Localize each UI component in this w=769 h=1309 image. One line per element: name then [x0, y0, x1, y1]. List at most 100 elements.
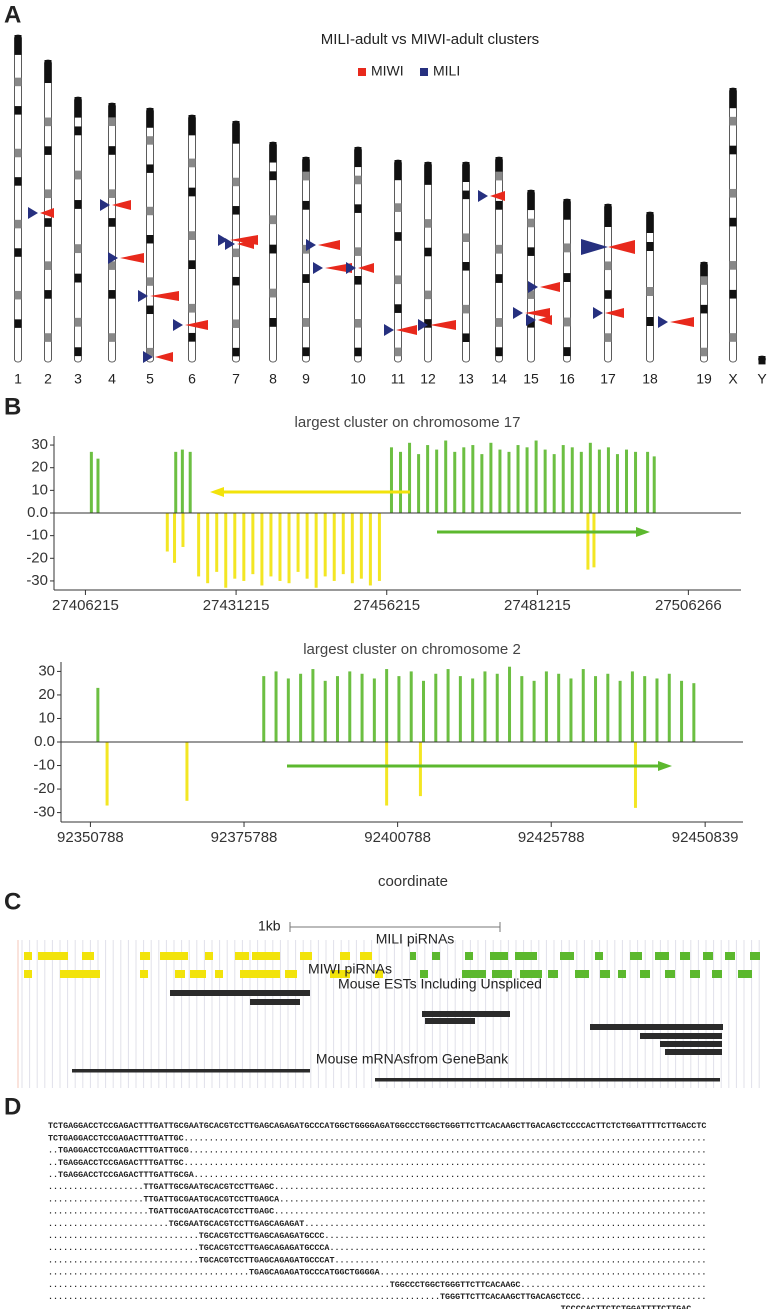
chromosome: [700, 261, 708, 363]
bar: [561, 445, 565, 513]
bar: [314, 513, 318, 588]
miwi-read: [462, 970, 486, 978]
blue-arrow: [313, 262, 323, 274]
legend-swatch: [358, 68, 366, 76]
bar: [569, 678, 573, 742]
bar: [332, 513, 336, 581]
miwi-read: [600, 970, 610, 978]
band: [354, 347, 362, 357]
chromosome: [302, 156, 310, 363]
bar: [446, 669, 450, 742]
chromosome: [394, 159, 402, 363]
band: [462, 233, 470, 242]
track-label: MILI piRNAs: [376, 931, 455, 947]
chromosome-body: [302, 156, 310, 363]
blue-arrow: [225, 238, 235, 250]
band: [394, 232, 402, 241]
bar: [165, 513, 169, 552]
bar: [471, 445, 475, 513]
band: [74, 347, 82, 357]
bar: [299, 673, 303, 742]
chromosome-label: 12: [420, 371, 436, 387]
chromosome: [14, 34, 22, 363]
band: [302, 171, 310, 181]
y-tick-label: -10: [26, 527, 48, 544]
blue-arrow: [526, 314, 536, 326]
y-tick-label: 0.0: [34, 733, 55, 750]
bar: [96, 687, 100, 742]
band: [188, 115, 196, 136]
miwi-read: [492, 970, 512, 978]
band: [74, 97, 82, 118]
bar: [399, 451, 403, 513]
band: [44, 290, 52, 299]
bar: [498, 449, 502, 513]
red-arrow: [185, 320, 208, 330]
red-arrow: [150, 291, 179, 301]
band: [495, 274, 503, 283]
bar: [242, 513, 246, 581]
band: [302, 200, 310, 210]
track-label: Mouse mRNAsfrom GeneBank: [316, 1051, 509, 1067]
band: [14, 248, 22, 257]
red-arrow: [325, 263, 352, 273]
band: [232, 206, 240, 215]
band: [146, 347, 154, 357]
bar: [508, 666, 512, 742]
bar: [323, 513, 327, 577]
chromosome-label: 16: [559, 371, 575, 387]
chart-title: largest cluster on chromosome 17: [295, 414, 521, 431]
est-feature: [170, 990, 310, 996]
bar: [233, 513, 237, 579]
red-arrow: [40, 208, 54, 218]
bar: [185, 742, 189, 801]
band: [269, 318, 277, 327]
band: [188, 260, 196, 270]
red-arrow: [538, 315, 552, 325]
band: [563, 317, 571, 327]
bar: [311, 669, 315, 742]
blue-arrow: [418, 319, 428, 331]
blue-arrow: [108, 252, 118, 264]
miwi-read: [375, 970, 383, 978]
blue-arrow: [218, 234, 228, 246]
band: [462, 333, 470, 342]
bar: [557, 673, 561, 742]
chromosome-label: 5: [146, 371, 154, 387]
bar: [525, 447, 529, 513]
band: [424, 290, 432, 300]
sequence-row: ........................................…: [48, 1304, 706, 1309]
red-arrow: [430, 320, 456, 330]
band: [354, 204, 362, 213]
est-feature: [250, 999, 300, 1005]
chromosome-body: [527, 189, 535, 363]
bar: [579, 451, 583, 513]
band: [14, 219, 22, 229]
red-arrow: [396, 325, 417, 335]
chromosome-body: [394, 159, 402, 363]
band: [700, 276, 708, 285]
chromosome: [232, 120, 240, 363]
band: [108, 189, 116, 198]
sequence-row: ..TGAGGACCTCCGAGACTTTGATTGCGA...........…: [48, 1170, 706, 1180]
bar: [251, 513, 255, 575]
chromosome-body: [424, 161, 432, 363]
band: [302, 318, 310, 327]
scale-label: 1kb: [258, 918, 281, 934]
mrna-feature: [72, 1069, 310, 1073]
x-tick-label: 92425788: [518, 829, 585, 846]
band: [729, 261, 737, 270]
x-tick-label: 27481215: [504, 597, 571, 614]
scale-bar: [289, 922, 501, 932]
y-tick-label: 20: [31, 459, 48, 476]
band: [14, 148, 22, 158]
band: [527, 290, 535, 299]
chromosome: [604, 203, 612, 363]
sequence-row: ..............................TGCACGTCCT…: [48, 1231, 706, 1241]
y-tick-label: 30: [31, 436, 48, 453]
bar: [368, 513, 372, 586]
x-tick-label: 27506266: [655, 597, 722, 614]
band: [495, 244, 503, 254]
chromosome-label: 17: [600, 371, 616, 387]
